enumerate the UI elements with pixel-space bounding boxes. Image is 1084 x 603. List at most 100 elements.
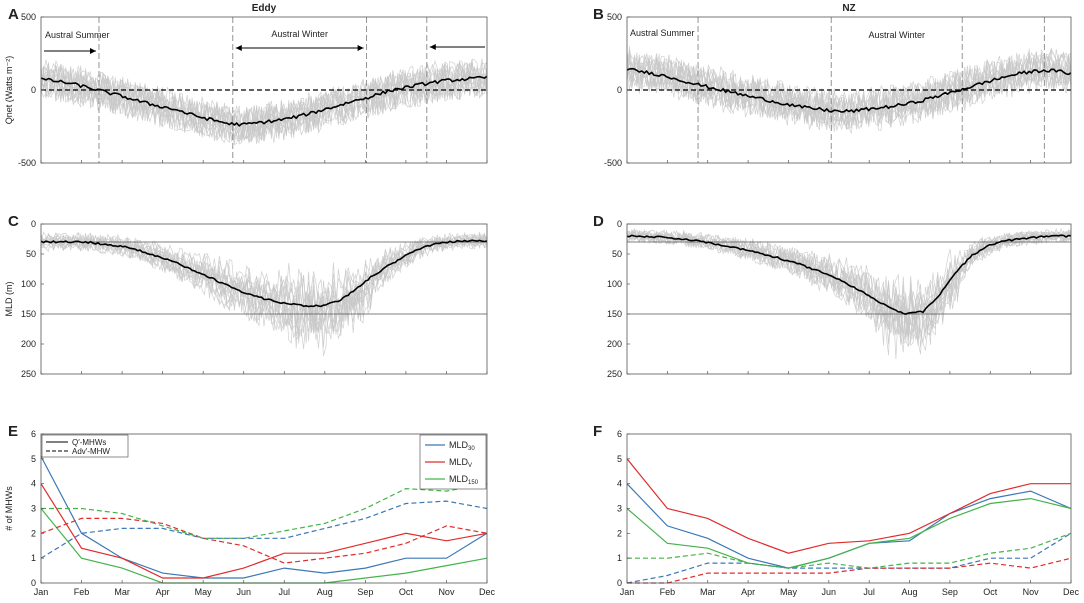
chart-title: NZ (842, 3, 855, 14)
y-tick-label: 0 (31, 219, 36, 229)
ensemble-line (40, 61, 488, 146)
ensemble-line (40, 232, 488, 333)
mean-line (626, 67, 1072, 114)
annotation-winter: Austral Winter (271, 29, 328, 39)
arrowhead (357, 45, 364, 51)
legend-mld-subscript: 150 (468, 480, 479, 486)
y-tick-label: 200 (21, 339, 36, 349)
series-line (40, 456, 488, 579)
mean-line (40, 75, 488, 128)
legend-solid-label: Q′-MHWs (72, 438, 106, 447)
y-tick-label: 5 (617, 454, 622, 464)
y-tick-label: 4 (617, 479, 622, 489)
panel-label-b: B (593, 6, 604, 23)
x-tick-label: May (195, 587, 213, 597)
y-tick-label: 0 (617, 578, 622, 588)
ensemble-line (626, 227, 1072, 336)
y-tick-label: 0 (31, 85, 36, 95)
arrowhead (235, 45, 242, 51)
y-tick-label: 200 (607, 339, 622, 349)
series-line (40, 508, 488, 584)
panel-c: C 0 50 100 150 200 250 MLD (m) (4, 213, 488, 379)
series-line (40, 517, 488, 564)
ensemble-line (626, 231, 1072, 359)
series-line (40, 483, 488, 579)
panel-b: B NZ Austral Summer Austral Winter 500 0 -500 (593, 3, 1072, 168)
y-tick-label: 1 (617, 553, 622, 563)
y-tick-label: 250 (607, 369, 622, 379)
x-tick-label: Dec (479, 587, 496, 597)
x-tick-label: Nov (1023, 587, 1040, 597)
y-tick-label: 0 (31, 578, 36, 588)
x-tick-label: Mar (114, 587, 130, 597)
legend-mld-subscript: 30 (468, 446, 475, 452)
annotation-summer: Austral Summer (630, 28, 695, 38)
mean-line (40, 239, 488, 308)
panel-f: F Jan Feb Mar Apr May Jun Jul Aug Sep Oct Nov Dec 0 1 2… (593, 423, 1079, 597)
x-tick-label: Nov (438, 587, 455, 597)
x-tick-label: Jun (236, 587, 251, 597)
x-tick-label: Aug (317, 587, 333, 597)
panel-label-f: F (593, 423, 602, 440)
y-tick-label: 50 (26, 249, 36, 259)
axes-frame (626, 223, 1072, 375)
y-tick-label: 2 (617, 528, 622, 538)
y-tick-label: 500 (21, 12, 36, 22)
x-tick-label: Jan (620, 587, 635, 597)
ensemble-line (40, 58, 488, 139)
y-tick-label: 3 (617, 504, 622, 514)
x-tick-label: Jul (863, 587, 875, 597)
series-line (627, 557, 1072, 584)
ensemble-line (626, 52, 1072, 128)
x-tick-label: Apr (741, 587, 755, 597)
panel-label-c: C (8, 213, 19, 230)
y-tick-label: 100 (21, 279, 36, 289)
ensemble-line (626, 231, 1072, 347)
series-line (627, 532, 1072, 569)
panel-label-e: E (8, 423, 18, 440)
x-tick-label: Feb (660, 587, 676, 597)
x-tick-label: Feb (74, 587, 90, 597)
series-line (626, 532, 1072, 584)
ensemble-line (40, 235, 488, 350)
panel-a: A Eddy Austral Summer Austral Winter 500 0 -50… (4, 3, 488, 168)
ensemble-line (40, 233, 488, 338)
y-axis-label: MLD (m) (4, 282, 14, 317)
y-tick-label: 100 (607, 279, 622, 289)
y-tick-label: 50 (612, 249, 622, 259)
arrowhead (89, 48, 96, 54)
axes-frame (40, 223, 488, 375)
annotation-winter: Austral Winter (868, 30, 925, 40)
x-tick-label: Jan (34, 587, 49, 597)
y-tick-label: 4 (31, 479, 36, 489)
ensemble-line (40, 236, 488, 348)
x-tick-label: Oct (399, 587, 414, 597)
y-tick-label: 2 (31, 528, 36, 538)
y-tick-label: 150 (21, 309, 36, 319)
chart-title: Eddy (252, 3, 277, 14)
series-line (626, 497, 1072, 569)
x-tick-label: Oct (983, 587, 998, 597)
ensemble-line (40, 60, 488, 141)
legend-style-box (41, 434, 129, 458)
y-axis-label: # of MHWs (4, 486, 14, 531)
axes-frame (626, 433, 1072, 584)
series-line (40, 500, 488, 559)
y-axis-label: Qnet (Watts m⁻²) (4, 56, 14, 124)
y-tick-label: 0 (617, 219, 622, 229)
annotation-summer: Austral Summer (45, 30, 110, 40)
x-tick-label: Sep (357, 587, 373, 597)
x-tick-label: Sep (942, 587, 958, 597)
panel-e: E Jan Feb Mar Apr May Jun Jul Aug Sep Oct Nov Dec Q′-… (4, 423, 495, 597)
y-tick-label: -500 (604, 158, 622, 168)
y-tick-label: 6 (617, 429, 622, 439)
panel-d: D 0 50 100 150 200 250 (593, 213, 1072, 379)
x-tick-label: Mar (700, 587, 716, 597)
series-line (41, 483, 488, 539)
y-tick-label: 1 (31, 553, 36, 563)
ensemble-line (626, 48, 1072, 124)
ensemble-line (40, 63, 488, 141)
y-tick-label: 250 (21, 369, 36, 379)
x-tick-label: Aug (902, 587, 918, 597)
